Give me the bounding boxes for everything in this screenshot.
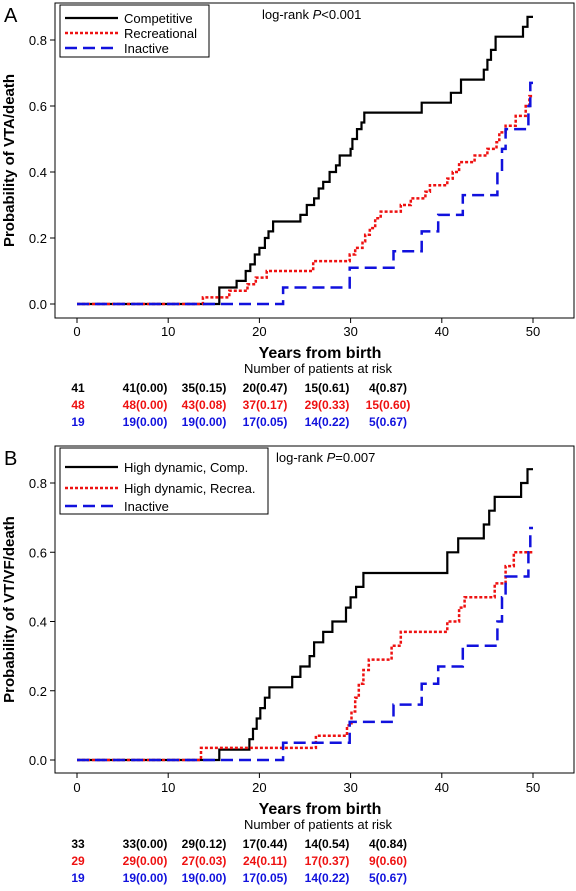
logrank-annotation: log-rank P=0.007 — [276, 450, 375, 465]
series-line-1 — [77, 94, 533, 306]
panel-letter: B — [4, 448, 17, 470]
risk-cell: 20(0.47) — [243, 381, 288, 395]
x-axis-label: Years from birth — [259, 345, 382, 362]
y-tick-label: 0.8 — [29, 33, 47, 48]
y-tick-label: 0.2 — [29, 231, 47, 246]
x-tick-label: 10 — [161, 780, 175, 795]
legend-label: Recreational — [124, 26, 197, 41]
legend: High dynamic, Comp. High dynamic, Recrea.… — [59, 447, 269, 515]
risk-cell: 19(0.00) — [123, 415, 168, 429]
risk-cell: 17(0.05) — [243, 415, 288, 429]
risk-cell: 15(0.60) — [366, 398, 411, 412]
risk-cell: 37(0.17) — [243, 398, 288, 412]
logrank-annotation: log-rank P<0.001 — [262, 7, 361, 22]
risk-cell: 29 — [71, 854, 85, 868]
y-tick-label: 0.0 — [29, 753, 47, 768]
x-tick-label: 30 — [343, 780, 357, 795]
risk-cell: 41 — [71, 381, 85, 395]
series-line-0 — [77, 468, 533, 762]
risk-cell: 43(0.08) — [182, 398, 227, 412]
risk-cell: 17(0.37) — [305, 854, 350, 868]
x-axis-label: Years from birth — [259, 801, 382, 818]
y-axis-label: Probability of VT/VF/death — [1, 516, 18, 703]
risk-cell: 19 — [71, 871, 85, 885]
risk-cell: 4(0.87) — [369, 381, 407, 395]
series-line-2 — [77, 81, 533, 306]
risk-cell: 14(0.22) — [305, 415, 350, 429]
risk-cell: 19 — [71, 415, 85, 429]
risk-cell: 14(0.22) — [305, 871, 350, 885]
risk-cell: 29(0.00) — [123, 854, 168, 868]
risk-cell: 19(0.00) — [182, 871, 227, 885]
legend-label: Competitive — [124, 11, 193, 26]
plot-frame — [54, 2, 575, 319]
y-tick-label: 0.2 — [29, 684, 47, 699]
x-tick-label: 50 — [526, 780, 540, 795]
risk-cell: 29(0.33) — [305, 398, 350, 412]
x-tick-label: 50 — [526, 324, 540, 339]
risk-cell: 9(0.60) — [369, 854, 407, 868]
x-tick-label: 40 — [435, 780, 449, 795]
risk-cell: 19(0.00) — [182, 415, 227, 429]
risk-cell: 17(0.05) — [243, 871, 288, 885]
risk-cell: 4(0.84) — [369, 837, 407, 851]
risk-cell: 33(0.00) — [123, 837, 168, 851]
x-tick-label: 0 — [73, 780, 80, 795]
legend-label: High dynamic, Recrea. — [124, 481, 256, 496]
legend-label: Inactive — [124, 41, 169, 56]
y-tick-label: 0.6 — [29, 545, 47, 560]
risk-cell: 35(0.15) — [182, 381, 227, 395]
risk-cell: 5(0.67) — [369, 415, 407, 429]
series-line-0 — [77, 15, 533, 306]
y-axis-label: Probability of VTA/death — [1, 74, 18, 247]
y-tick-label: 0.8 — [29, 476, 47, 491]
risk-cell: 48(0.00) — [123, 398, 168, 412]
legend-label: Inactive — [124, 499, 169, 514]
x-tick-label: 20 — [252, 324, 266, 339]
x-tick-label: 10 — [161, 324, 175, 339]
x-tick-label: 20 — [252, 780, 266, 795]
risk-cell: 41(0.00) — [123, 381, 168, 395]
risk-cell: 33 — [71, 837, 85, 851]
series-line-2 — [77, 526, 533, 762]
x-tick-label: 30 — [343, 324, 357, 339]
risk-cell: 27(0.03) — [182, 854, 227, 868]
risk-cell: 24(0.11) — [243, 854, 287, 868]
y-tick-label: 0.4 — [29, 615, 47, 630]
risk-cell: 48 — [71, 398, 85, 412]
legend-box — [59, 447, 269, 515]
panel-letter: A — [4, 5, 18, 27]
risk-cell: 15(0.61) — [305, 381, 350, 395]
risk-cell: 5(0.67) — [369, 871, 407, 885]
risk-table-title: Number of patients at risk — [244, 361, 393, 376]
risk-table-title: Number of patients at risk — [244, 817, 393, 832]
y-tick-label: 0.0 — [29, 297, 47, 312]
legend-label: High dynamic, Comp. — [124, 460, 248, 475]
panel-b: B 0.0 0.2 0.4 0.6 0.8 0 10 20 30 40 50 Years from bi… — [1, 445, 575, 885]
risk-cell: 19(0.00) — [123, 871, 168, 885]
y-tick-label: 0.4 — [29, 165, 47, 180]
plot-frame — [54, 445, 575, 774]
risk-cell: 17(0.44) — [243, 837, 288, 851]
risk-cell: 29(0.12) — [182, 837, 227, 851]
x-tick-label: 0 — [73, 324, 80, 339]
y-tick-label: 0.6 — [29, 99, 47, 114]
risk-cell: 14(0.54) — [305, 837, 350, 851]
x-tick-label: 40 — [435, 324, 449, 339]
series-line-1 — [77, 551, 533, 762]
panel-a: A 0.0 0.2 0.4 0.6 0.8 0 10 20 30 40 50 Years from bi… — [1, 2, 575, 429]
